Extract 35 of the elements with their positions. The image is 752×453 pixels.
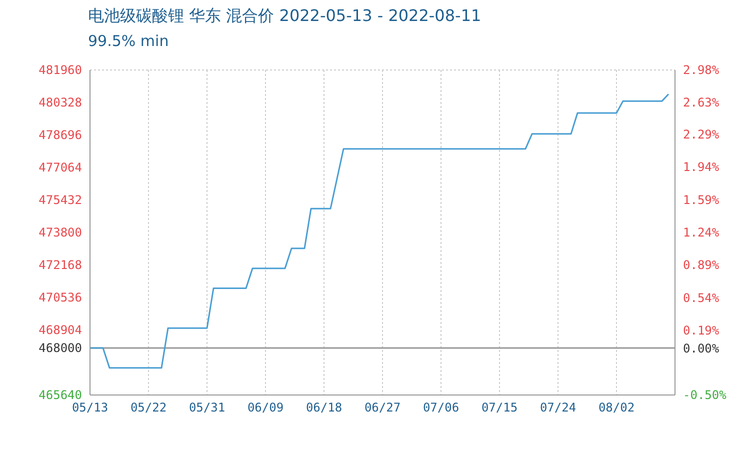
x-tick-label: 05/13 xyxy=(72,400,108,415)
chart-subtitle: 99.5% min xyxy=(88,32,169,50)
y2-tick-label: 0.19% xyxy=(683,324,720,338)
y2-tick-label: 1.94% xyxy=(683,160,720,174)
x-tick-label: 07/24 xyxy=(540,400,576,415)
y-tick-label: 473800 xyxy=(38,226,82,240)
chart-title: 电池级碳酸锂 华东 混合价 2022-05-13 - 2022-08-11 xyxy=(88,6,482,27)
y2-tick-label: 2.63% xyxy=(683,96,720,110)
line-series xyxy=(90,93,670,369)
x-tick-label: 05/22 xyxy=(130,400,167,415)
y-tick-label: 481960 xyxy=(38,63,82,77)
x-tick-label: 08/02 xyxy=(598,400,635,415)
y-tick-label: 478696 xyxy=(38,128,82,142)
y2-tick-label: 2.29% xyxy=(683,127,720,142)
y-tick-label: 465640 xyxy=(38,388,82,402)
y-tick-label: 477064 xyxy=(38,160,82,174)
y2-tick-label: 0.89% xyxy=(683,258,720,272)
y-tick-label: 468904 xyxy=(38,323,82,337)
y2-tick-label: 2.98% xyxy=(683,63,720,77)
y2-tick-label: -0.50% xyxy=(683,388,728,402)
x-tick-label: 06/09 xyxy=(247,400,284,415)
y2-tick-label: 1.59% xyxy=(683,192,720,207)
y-tick-label: 468000 xyxy=(38,341,82,355)
y2-tick-label: 0.00% xyxy=(683,341,720,356)
y-tick-label: 470536 xyxy=(38,290,82,304)
y2-tick-label: 0.54% xyxy=(683,290,720,305)
y-tick-label: 475432 xyxy=(38,193,82,207)
x-tick-label: 06/27 xyxy=(364,400,401,415)
x-tick-label: 07/15 xyxy=(481,400,518,415)
y2-tick-label: 1.24% xyxy=(683,226,720,240)
y-tick-label: 480328 xyxy=(38,96,82,110)
x-tick-label: 07/06 xyxy=(422,400,460,415)
y-tick-label: 472168 xyxy=(38,258,82,272)
x-tick-label: 05/31 xyxy=(188,400,226,415)
x-tick-label: 06/18 xyxy=(306,400,342,415)
